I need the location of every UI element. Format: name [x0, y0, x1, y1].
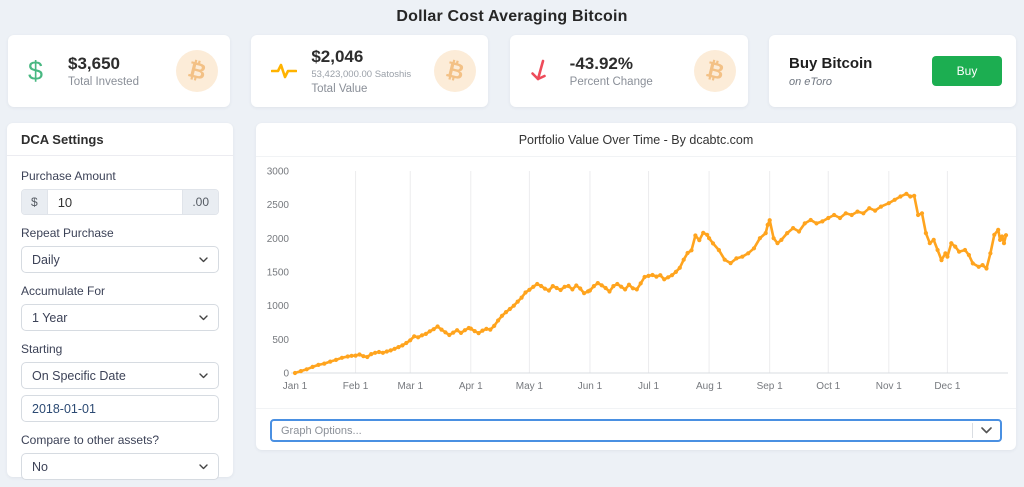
- select-divider: [972, 423, 973, 438]
- percent-change-label: Percent Change: [569, 76, 653, 89]
- card-percent-change: -43.92% Percent Change ₿: [509, 35, 748, 107]
- svg-text:Dec 1: Dec 1: [934, 381, 961, 392]
- page-title: Dollar Cost Averaging Bitcoin: [396, 8, 628, 25]
- svg-text:2000: 2000: [267, 234, 290, 245]
- svg-text:Oct 1: Oct 1: [816, 381, 840, 392]
- buy-bitcoin-title: Buy Bitcoin: [788, 54, 873, 72]
- buy-bitcoin-subtitle: on eToro: [788, 75, 833, 88]
- svg-text:Nov 1: Nov 1: [876, 381, 903, 392]
- arrow-down-icon: [530, 59, 570, 83]
- svg-text:2500: 2500: [267, 200, 290, 211]
- svg-text:Jun 1: Jun 1: [578, 381, 603, 392]
- compare-assets-label: Compare to other assets?: [21, 433, 160, 447]
- stat-cards-row: $ $3,650 Total Invested ₿ $2,046 53,423,…: [8, 35, 1016, 107]
- chevron-down-icon: [199, 372, 208, 379]
- total-value-label: Total Value: [311, 82, 368, 95]
- card-total-value: $2,046 53,423,000.00 Satoshis Total Valu…: [251, 35, 489, 107]
- cents-suffix: .00: [182, 190, 218, 214]
- repeat-purchase-value: Daily: [32, 252, 60, 267]
- portfolio-chart-card: Portfolio Value Over Time - By dcabtc.co…: [256, 123, 1016, 450]
- total-value-amount: $2,046: [311, 47, 364, 67]
- activity-icon: [271, 62, 311, 80]
- currency-prefix: $: [22, 190, 48, 214]
- dca-settings-header: DCA Settings: [7, 123, 233, 156]
- svg-text:3000: 3000: [267, 167, 290, 178]
- purchase-amount-input[interactable]: [47, 190, 183, 214]
- starting-select[interactable]: On Specific Date: [21, 362, 219, 389]
- svg-text:Sep 1: Sep 1: [757, 381, 784, 392]
- total-invested-value: $3,650: [68, 53, 120, 73]
- svg-text:1500: 1500: [267, 268, 290, 279]
- card-total-invested: $ $3,650 Total Invested ₿: [8, 35, 230, 107]
- purchase-amount-label: Purchase Amount: [21, 169, 116, 183]
- compare-assets-value: No: [32, 459, 48, 474]
- chevron-down-icon: [199, 463, 208, 470]
- svg-text:500: 500: [272, 335, 289, 346]
- svg-text:Aug 1: Aug 1: [696, 381, 723, 392]
- dca-settings-panel: DCA Settings Purchase Amount $ .00 Repea…: [7, 123, 233, 480]
- starting-value: On Specific Date: [32, 368, 126, 383]
- total-invested-label: Total Invested: [68, 76, 139, 89]
- graph-options-placeholder: Graph Options...: [281, 424, 362, 437]
- bitcoin-icon: ₿: [693, 50, 736, 92]
- chart-title: Portfolio Value Over Time - By dcabtc.co…: [256, 123, 1016, 157]
- svg-text:1000: 1000: [267, 301, 290, 312]
- svg-text:0: 0: [283, 369, 289, 380]
- start-date-input[interactable]: [21, 395, 219, 422]
- chevron-down-icon: [973, 427, 1000, 434]
- repeat-purchase-label: Repeat Purchase: [21, 226, 114, 240]
- buy-button[interactable]: Buy: [931, 56, 1002, 86]
- svg-text:Jan 1: Jan 1: [283, 381, 308, 392]
- purchase-amount-group: $ .00: [21, 189, 219, 215]
- compare-assets-select[interactable]: No: [21, 453, 219, 480]
- percent-change-value: -43.92%: [569, 53, 633, 73]
- svg-text:Jul 1: Jul 1: [638, 381, 660, 392]
- dollar-icon: $: [28, 55, 44, 86]
- bitcoin-icon: ₿: [434, 50, 477, 92]
- chevron-down-icon: [199, 256, 208, 263]
- satoshis-value: 53,423,000.00 Satoshis: [311, 68, 412, 80]
- bitcoin-icon: ₿: [176, 50, 218, 92]
- svg-text:Mar 1: Mar 1: [397, 381, 423, 392]
- accumulate-for-label: Accumulate For: [21, 284, 106, 298]
- repeat-purchase-select[interactable]: Daily: [21, 246, 219, 273]
- svg-text:Feb 1: Feb 1: [343, 381, 369, 392]
- portfolio-chart: 0 500 1000 1500 2000 2500 3000 Jan 1 Feb 1 Mar 1 A…: [267, 167, 1009, 392]
- card-buy-bitcoin: Buy Bitcoin on eToro Buy: [768, 35, 1016, 107]
- starting-label: Starting: [21, 342, 63, 356]
- svg-text:May 1: May 1: [516, 381, 544, 392]
- graph-options-select[interactable]: Graph Options...: [270, 419, 1002, 442]
- accumulate-for-value: 1 Year: [32, 310, 68, 325]
- chevron-down-icon: [199, 314, 208, 321]
- accumulate-for-select[interactable]: 1 Year: [21, 304, 219, 331]
- svg-text:Apr 1: Apr 1: [459, 381, 483, 392]
